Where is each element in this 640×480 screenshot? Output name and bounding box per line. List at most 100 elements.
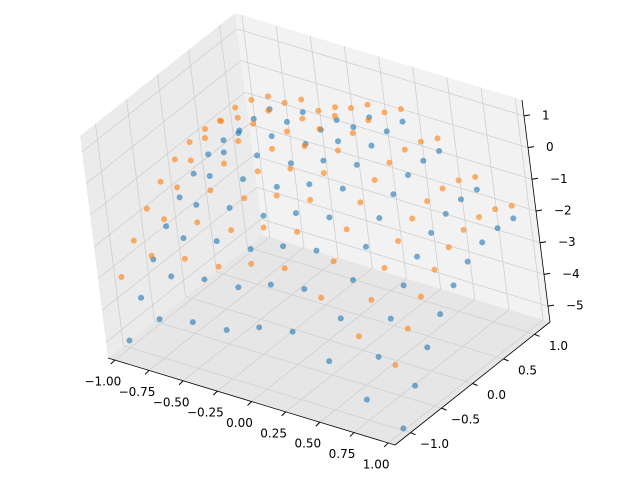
point	[273, 183, 280, 190]
tick-mark	[144, 370, 150, 375]
axis-line	[394, 321, 551, 446]
point	[220, 149, 227, 156]
point	[476, 213, 483, 220]
point	[176, 194, 183, 201]
point	[409, 215, 416, 222]
z-tick-label: 0	[546, 140, 554, 154]
point	[381, 109, 388, 116]
point	[510, 215, 517, 222]
tick-mark	[441, 407, 447, 411]
x-tick-label: −0.75	[119, 385, 156, 399]
point	[289, 328, 296, 335]
point	[190, 170, 197, 177]
tick-mark	[410, 432, 416, 436]
x-tick-label: 0.75	[329, 447, 356, 461]
point	[189, 319, 196, 326]
point	[390, 191, 397, 198]
tick-mark	[247, 401, 252, 406]
z-tick-label: −4	[562, 267, 580, 281]
point	[401, 146, 408, 153]
point	[193, 201, 200, 208]
point	[494, 225, 501, 232]
point	[424, 344, 431, 351]
point	[223, 327, 230, 334]
point	[350, 124, 357, 131]
point	[235, 284, 242, 291]
point	[280, 243, 287, 250]
point	[420, 157, 427, 164]
grid-line	[105, 218, 262, 343]
point	[254, 152, 261, 159]
point	[405, 172, 412, 179]
z-tick-label: −2	[554, 204, 572, 218]
z-tick-label: −3	[558, 235, 576, 249]
y-tick-label: −0.5	[451, 413, 480, 427]
x-tick-label: 0.50	[294, 437, 321, 451]
point	[235, 138, 242, 145]
point	[236, 127, 243, 134]
point	[287, 165, 294, 172]
point	[228, 227, 235, 234]
point	[492, 206, 499, 213]
tick-mark	[212, 390, 218, 396]
tick-mark	[503, 358, 509, 362]
point	[234, 114, 241, 121]
z-tick-label: 1	[542, 108, 550, 122]
point	[320, 157, 327, 164]
point	[397, 105, 404, 112]
point	[371, 176, 378, 183]
x-tick-label: 0.00	[226, 416, 253, 430]
point	[247, 245, 254, 252]
point	[355, 333, 362, 340]
point	[442, 210, 449, 217]
point	[315, 107, 322, 114]
point	[168, 273, 175, 280]
x-tick-label: −0.50	[153, 395, 190, 409]
point	[392, 361, 399, 368]
point	[163, 223, 170, 230]
point	[458, 196, 464, 203]
point	[417, 138, 424, 145]
point	[431, 266, 438, 273]
point	[281, 265, 288, 272]
point	[365, 117, 372, 124]
y-tick-label: −1.0	[420, 437, 449, 451]
point	[316, 125, 323, 132]
x-tick-label: 1.00	[363, 457, 390, 471]
point	[287, 160, 294, 167]
point	[395, 237, 402, 244]
x-tick-label: −1.00	[84, 375, 121, 389]
point	[508, 202, 515, 209]
tick-mark	[527, 146, 535, 149]
point	[281, 99, 288, 106]
y-tick-label: 1.0	[549, 339, 568, 353]
grid-line	[236, 28, 525, 117]
point	[343, 226, 350, 233]
grid-line	[123, 345, 411, 434]
z-tick-label: −5	[566, 299, 584, 313]
x-tick-label: −0.25	[187, 406, 224, 420]
point	[206, 173, 213, 180]
point	[368, 296, 375, 303]
point	[437, 311, 444, 318]
point	[130, 237, 137, 244]
point	[283, 128, 290, 135]
point	[353, 161, 360, 168]
point	[157, 178, 164, 185]
point	[434, 135, 441, 142]
point	[299, 109, 306, 116]
point	[417, 293, 424, 300]
point	[404, 325, 411, 332]
point	[248, 96, 255, 103]
z-tick-label: −1	[550, 172, 568, 186]
point	[187, 157, 194, 164]
tick-mark	[178, 380, 184, 386]
point	[381, 264, 388, 271]
point	[218, 118, 225, 125]
point	[331, 112, 338, 119]
point	[455, 177, 462, 184]
point	[375, 353, 382, 360]
point	[148, 252, 155, 259]
x-tick-label: 0.25	[260, 426, 287, 440]
